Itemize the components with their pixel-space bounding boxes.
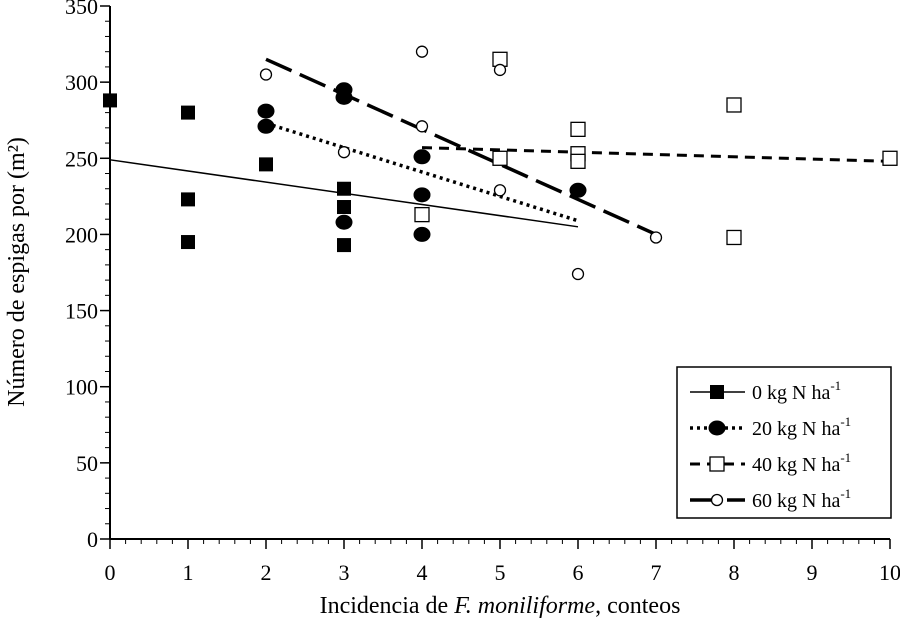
data-point-series-3: [337, 146, 351, 159]
data-point-series-3: [259, 68, 273, 81]
data-point-series-0: [181, 192, 195, 207]
fit-line-series-3: [265, 57, 657, 237]
x-axis-label-suffix: , conteos: [595, 593, 680, 619]
x-tick-label: 5: [495, 560, 506, 585]
legend-label-1: 20 kg N ha-1: [752, 414, 851, 440]
x-axis-label-prefix: Incidencia de: [320, 593, 455, 619]
data-point-series-1: [257, 118, 275, 134]
data-point-series-1: [335, 89, 353, 105]
x-axis-label: Incidencia de F. moniliforme, conteos: [320, 593, 681, 619]
data-point-series-3: [493, 63, 507, 77]
legend-label-text: 20 kg N ha: [752, 418, 840, 440]
data-point-series-0: [103, 93, 117, 108]
x-tick-label: 6: [573, 560, 584, 585]
y-tick-label: 350: [65, 0, 98, 19]
data-point-series-2: [492, 150, 508, 166]
legend-marker-3: [710, 493, 724, 507]
legend-label-2: 40 kg N ha-1: [752, 450, 851, 476]
x-tick-label: 2: [261, 560, 272, 585]
x-tick-label: 10: [879, 560, 900, 585]
legend-label-superscript: -1: [830, 378, 841, 393]
legend-label-text: 40 kg N ha: [752, 454, 840, 476]
data-point-series-2: [726, 97, 742, 113]
data-point-series-2: [570, 121, 586, 138]
data-point-series-2: [570, 153, 586, 169]
data-point-series-3: [571, 267, 585, 281]
legend-marker-1: [708, 420, 726, 436]
data-point-series-3: [415, 120, 429, 133]
y-axis-label: Número de espigas por (m²): [4, 137, 30, 407]
x-tick-label: 0: [105, 560, 116, 585]
fit-line-series-1: [265, 121, 579, 223]
y-tick-label: 50: [76, 451, 98, 476]
data-point-series-0: [181, 105, 195, 120]
data-point-series-3: [649, 231, 663, 244]
x-tick-label: 3: [339, 560, 350, 585]
data-point-series-3: [493, 184, 507, 197]
y-tick-label: 200: [65, 222, 98, 247]
data-point-series-2: [726, 229, 742, 246]
data-point-series-1: [413, 187, 431, 203]
data-point-series-2: [414, 206, 430, 223]
x-tick-label: 7: [651, 560, 662, 585]
x-axis-label-italic: F. moniliforme: [453, 593, 595, 619]
y-tick-label: 150: [65, 299, 98, 324]
legend-label-text: 0 kg N ha: [752, 382, 830, 404]
legend-label-superscript: -1: [840, 486, 851, 501]
data-point-series-1: [257, 103, 275, 119]
legend-marker-2: [709, 456, 725, 472]
y-tick-label: 100: [65, 375, 98, 400]
x-tick-label: 4: [417, 560, 428, 585]
legend-marker-0: [710, 385, 724, 399]
data-point-series-1: [569, 182, 587, 198]
legend-label-3: 60 kg N ha-1: [752, 486, 851, 512]
data-point-series-0: [181, 235, 195, 250]
x-tick-label: 1: [183, 560, 194, 585]
x-tick-label: 8: [729, 560, 740, 585]
data-point-series-1: [413, 226, 431, 242]
data-point-series-0: [337, 238, 351, 253]
data-point-series-0: [337, 200, 351, 215]
data-point-series-1: [335, 214, 353, 230]
data-point-series-1: [413, 149, 431, 165]
data-point-series-2: [882, 150, 898, 166]
legend-label-superscript: -1: [840, 414, 851, 429]
data-point-series-0: [337, 181, 351, 196]
legend: 0 kg N ha-120 kg N ha-140 kg N ha-160 kg…: [676, 366, 892, 519]
y-tick-label: 300: [65, 70, 98, 95]
x-tick-label: 9: [807, 560, 818, 585]
data-point-series-3: [415, 45, 429, 58]
legend-label-superscript: -1: [840, 450, 851, 465]
y-tick-label: 250: [65, 146, 98, 171]
data-point-series-0: [259, 157, 273, 172]
y-tick-label: 0: [87, 527, 98, 552]
legend-label-text: 60 kg N ha: [752, 490, 840, 512]
legend-label-0: 0 kg N ha-1: [752, 378, 841, 404]
